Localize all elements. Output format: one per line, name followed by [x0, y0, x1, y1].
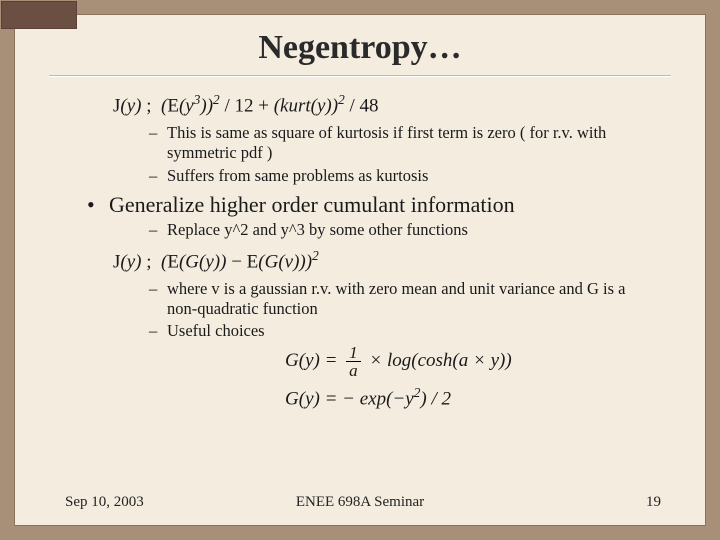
list-item: Useful choices — [149, 321, 655, 341]
list-item: Replace y^2 and y^3 by some other functi… — [149, 220, 655, 240]
footer-page: 19 — [646, 494, 661, 511]
formula-generalized: J(y) ; (E(G(y)) − E(G(v)))2 — [65, 242, 655, 279]
formula-kurtosis-approx: J(y) ; (E(y3))2 / 12 + (kurt(y))2 / 48 — [65, 86, 655, 123]
equation-logcosh: G(y) = 1 a × log(cosh(a × y)) — [285, 344, 655, 379]
equation-block: G(y) = 1 a × log(cosh(a × y)) G(y) = − e… — [285, 344, 655, 410]
slide-footer: Sep 10, 2003 ENEE 698A Seminar 19 — [15, 494, 705, 511]
sublist-1: This is same as square of kurtosis if fi… — [65, 123, 655, 185]
main-bullet-list: Generalize higher order cumulant informa… — [65, 192, 655, 218]
list-item: This is same as square of kurtosis if fi… — [149, 123, 655, 163]
main-bullet: Generalize higher order cumulant informa… — [87, 192, 655, 218]
list-item: where v is a gaussian r.v. with zero mea… — [149, 279, 655, 319]
slide-body: J(y) ; (E(y3))2 / 12 + (kurt(y))2 / 48 T… — [15, 86, 705, 410]
sublist-2b: where v is a gaussian r.v. with zero mea… — [65, 279, 655, 341]
slide-title: Negentropy… — [15, 15, 705, 75]
sublist-2a: Replace y^2 and y^3 by some other functi… — [65, 220, 655, 240]
title-rule — [49, 75, 671, 76]
equation-exp: G(y) = − exp(−y2) / 2 — [285, 385, 655, 410]
useful-choices-label: Useful choices — [167, 321, 265, 340]
slide-frame: Negentropy… J(y) ; (E(y3))2 / 12 + (kurt… — [14, 14, 706, 526]
frac-num: 1 — [346, 344, 361, 362]
corner-accent — [1, 1, 77, 29]
list-item: Suffers from same problems as kurtosis — [149, 166, 655, 186]
frac-den: a — [346, 362, 361, 379]
footer-date: Sep 10, 2003 — [65, 494, 144, 511]
